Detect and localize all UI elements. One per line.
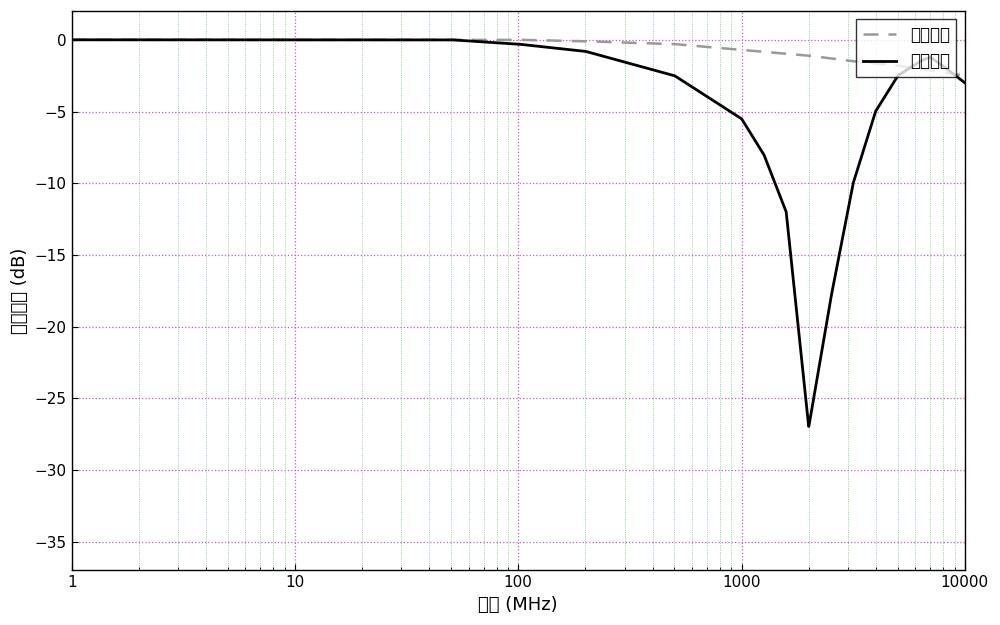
共模訊号 bbox=[66, 36, 78, 44]
共模訊号 bbox=[732, 112, 744, 120]
Line: 共模訊号: 共模訊号 bbox=[72, 40, 965, 426]
差模訊号 bbox=[407, 36, 419, 44]
X-axis label: 频率 (MHz): 频率 (MHz) bbox=[478, 596, 558, 614]
差模訊号 bbox=[601, 38, 613, 46]
共模訊号 bbox=[800, 397, 812, 404]
Line: 差模訊号: 差模訊号 bbox=[72, 40, 965, 76]
Legend: 差模訊号, 共模訊号: 差模訊号, 共模訊号 bbox=[856, 19, 956, 77]
共模訊号 bbox=[228, 36, 240, 44]
差模訊号 bbox=[959, 72, 971, 79]
差模訊号 bbox=[228, 36, 240, 44]
差模訊号 bbox=[66, 36, 78, 44]
差模訊号 bbox=[800, 52, 812, 59]
共模訊号 bbox=[601, 54, 613, 61]
共模訊号 bbox=[647, 66, 659, 73]
Y-axis label: 插入损失 (dB): 插入损失 (dB) bbox=[11, 248, 29, 334]
共模訊号 bbox=[959, 79, 971, 87]
差模訊号 bbox=[647, 39, 659, 47]
共模訊号 bbox=[803, 422, 815, 430]
差模訊号 bbox=[732, 46, 744, 53]
共模訊号 bbox=[407, 36, 419, 44]
